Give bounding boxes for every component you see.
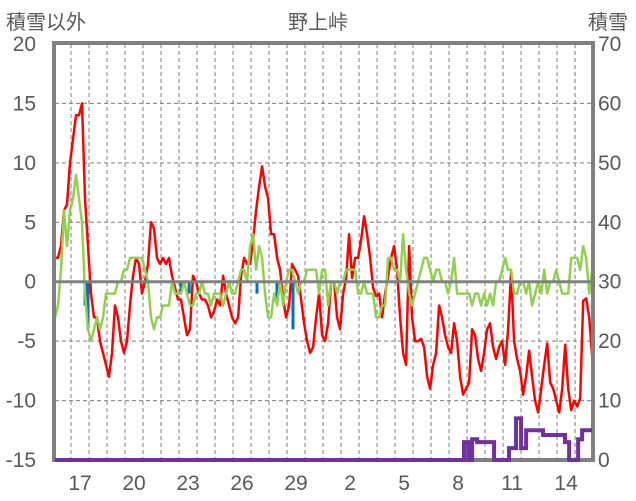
bar — [86, 281, 90, 330]
x-tick-label: 5 — [398, 472, 410, 495]
y-left-tick-label: 10 — [13, 152, 36, 175]
y-left-tick-label: -5 — [17, 330, 36, 353]
bar — [179, 281, 183, 294]
left-axis-title: 積雪以外 — [6, 10, 86, 34]
y-left-tick-label: 15 — [13, 92, 36, 115]
x-tick-label: 29 — [284, 472, 307, 495]
red-line — [55, 102, 594, 414]
x-tick-label: 11 — [501, 472, 523, 495]
snow-depth-line — [55, 416, 592, 462]
y-left-tick-label: 0 — [24, 271, 36, 294]
x-tick-label: 23 — [176, 472, 199, 495]
y-right-tick-label: 60 — [598, 92, 621, 115]
x-tick-label: 8 — [452, 472, 464, 495]
tick-labels: -15 -10 -5 0 5 10 15 20 0 10 20 30 40 50 60 70 17 20 23 26 2… — [6, 33, 622, 495]
y-right-tick-label: 20 — [598, 330, 621, 353]
x-tick-label: 17 — [68, 472, 91, 495]
y-left-tick-label: -15 — [6, 449, 36, 472]
y-left-tick-label: 5 — [24, 211, 36, 234]
x-tick-label: 2 — [344, 472, 356, 495]
bar — [275, 281, 279, 300]
green-line — [53, 173, 594, 343]
x-tick-label: 20 — [122, 472, 145, 495]
bar — [255, 281, 259, 294]
x-tick-label: 14 — [554, 472, 578, 495]
x-tick-label: 26 — [230, 472, 253, 495]
gridlines — [55, 44, 592, 460]
bar — [291, 281, 295, 330]
y-right-tick-label: 0 — [598, 449, 610, 472]
plot-frame — [52, 41, 595, 462]
y-right-tick-label: 40 — [598, 211, 621, 234]
bar — [187, 281, 191, 294]
y-left-tick-label: -10 — [6, 390, 36, 413]
y-left-tick-label: 20 — [13, 33, 36, 56]
y-right-tick-label: 30 — [598, 271, 621, 294]
y-right-tick-label: 50 — [598, 152, 621, 175]
right-axis-title: 積雪 — [588, 10, 628, 34]
y-right-tick-label: 70 — [598, 33, 621, 56]
line-series — [53, 102, 594, 414]
y-right-tick-label: 10 — [598, 390, 621, 413]
chart-title: 野上峠 — [288, 10, 348, 34]
